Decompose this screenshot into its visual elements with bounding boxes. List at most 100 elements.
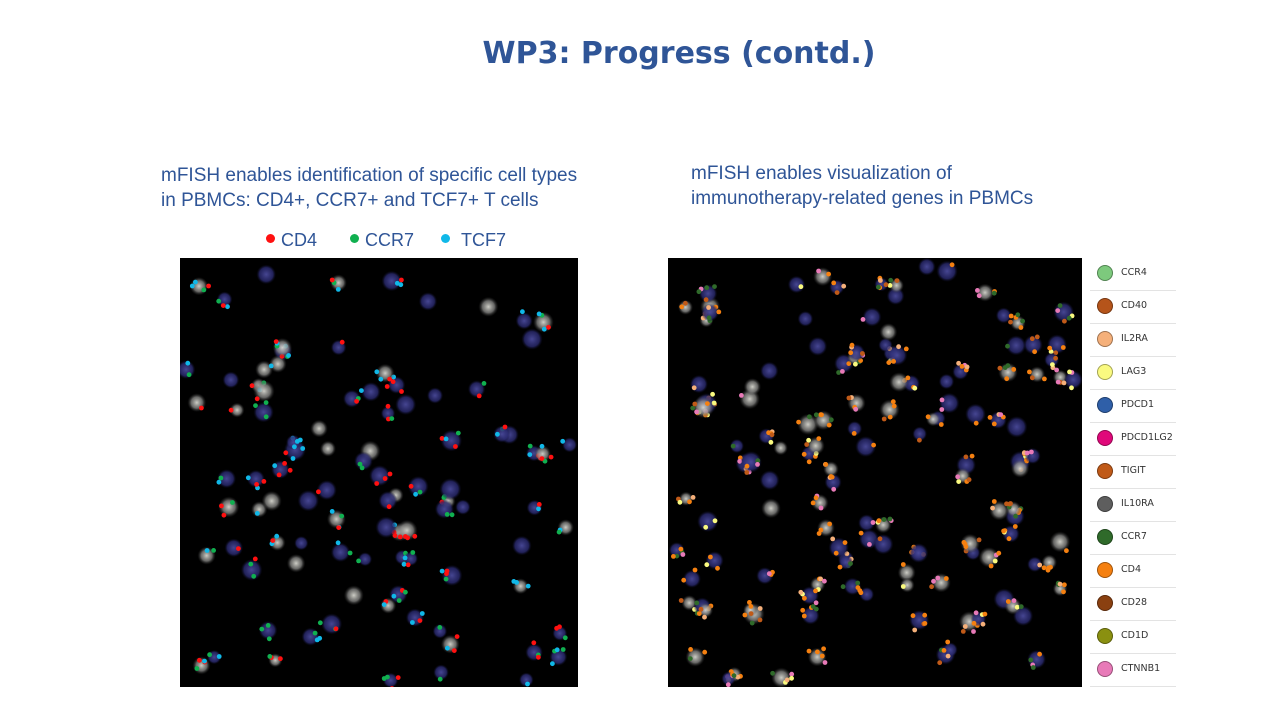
cell-nucleus <box>797 311 814 327</box>
fish-spot <box>1055 379 1061 385</box>
cell-nucleus <box>1027 556 1043 572</box>
fish-spot <box>703 297 709 303</box>
cell-nucleus <box>441 564 463 586</box>
fish-spot <box>254 482 259 487</box>
cell-nucleus <box>405 608 424 627</box>
fish-spot <box>403 589 408 595</box>
gene-legend-label: PDCD1 <box>1121 399 1155 410</box>
fish-spot <box>939 407 945 412</box>
fish-spot <box>417 489 423 495</box>
cell-nucleus <box>773 440 788 456</box>
fish-spot <box>374 369 380 375</box>
fish-spot <box>853 406 859 412</box>
fish-spot <box>715 565 720 571</box>
fish-spot <box>189 283 195 289</box>
gene-legend-swatch <box>1097 661 1113 677</box>
gene-legend-item: CD40 <box>1090 291 1176 324</box>
fish-spot <box>973 610 979 616</box>
fish-spot <box>384 384 390 389</box>
fish-spot <box>1013 513 1018 519</box>
fish-spot <box>211 548 216 553</box>
cell-nucleus <box>705 551 724 570</box>
cell-nucleus <box>432 623 448 639</box>
fish-spot <box>823 462 829 467</box>
fish-spot <box>1032 349 1037 355</box>
fish-spot <box>398 282 404 288</box>
fish-spot <box>1046 565 1051 571</box>
cell-nucleus <box>330 274 347 292</box>
fish-spot <box>876 284 881 290</box>
fish-spot <box>962 541 968 547</box>
fish-spot <box>696 289 702 295</box>
fish-spot <box>283 450 289 456</box>
fish-spot <box>962 624 968 629</box>
fish-spot <box>397 534 403 540</box>
legend-label-ccr7: CCR7 <box>365 230 415 250</box>
gene-legend-item: PDCD1LG2 <box>1090 423 1176 456</box>
cell-nucleus <box>879 323 898 341</box>
gene-legend-label: CD1D <box>1121 630 1149 641</box>
fish-spot <box>860 317 866 322</box>
fish-spot <box>1018 325 1024 330</box>
fish-spot <box>230 500 235 505</box>
fish-spot <box>905 375 911 381</box>
fish-spot <box>955 474 961 480</box>
fish-spot <box>1020 318 1025 324</box>
cell-nucleus <box>989 500 1009 521</box>
fish-spot <box>219 503 224 509</box>
fish-spot <box>339 513 345 519</box>
fish-spot <box>186 372 192 378</box>
fish-spot <box>412 533 418 539</box>
fish-spot <box>822 578 827 584</box>
cell-nucleus <box>1063 370 1082 390</box>
fish-spot <box>1064 548 1069 554</box>
fish-spot <box>830 536 836 542</box>
fish-spot <box>798 589 804 595</box>
fish-spot <box>199 405 204 411</box>
cell-nucleus <box>912 426 927 442</box>
fish-spot <box>1047 345 1053 351</box>
cell-nucleus <box>258 621 278 640</box>
fish-spot <box>831 280 837 286</box>
fish-spot <box>1062 318 1067 324</box>
fish-spot <box>185 360 191 366</box>
fish-spot <box>819 412 824 418</box>
cell-nucleus <box>743 378 762 396</box>
fish-spot <box>876 518 882 524</box>
cell-nucleus <box>301 627 320 646</box>
right-caption-line-1: mFISH enables visualization of <box>691 163 952 184</box>
fish-spot <box>912 627 918 633</box>
cell-nucleus <box>858 514 876 532</box>
fish-spot <box>266 636 272 642</box>
fish-spot <box>1005 599 1011 604</box>
fish-spot <box>359 465 365 471</box>
gene-legend-swatch <box>1097 364 1113 380</box>
legend-item-tcf7: TCF7 <box>441 230 506 251</box>
fish-spot <box>813 606 819 612</box>
fish-spot <box>1042 376 1047 382</box>
cell-nucleus <box>403 551 418 566</box>
fish-spot <box>848 561 853 566</box>
cell-nucleus <box>316 480 337 501</box>
fish-spot <box>225 304 230 310</box>
fish-spot <box>784 677 790 683</box>
fish-spot <box>853 361 858 367</box>
fish-spot <box>495 431 500 437</box>
fish-spot <box>816 436 822 441</box>
fish-spot <box>888 277 894 283</box>
gene-legend-item: TIGIT <box>1090 456 1176 489</box>
fish-spot <box>877 536 883 542</box>
fish-spot <box>546 324 551 330</box>
fish-spot <box>702 614 707 620</box>
cell-nucleus <box>761 498 781 519</box>
fish-spot <box>840 584 846 590</box>
fish-spot <box>536 654 541 660</box>
fish-spot <box>385 674 390 680</box>
fish-spot <box>813 600 819 606</box>
fish-spot <box>964 364 970 370</box>
cell-nucleus <box>467 380 486 398</box>
fish-spot <box>742 612 748 618</box>
fish-spot <box>541 326 547 332</box>
cell-nucleus <box>433 664 449 681</box>
fish-spot <box>216 298 222 304</box>
